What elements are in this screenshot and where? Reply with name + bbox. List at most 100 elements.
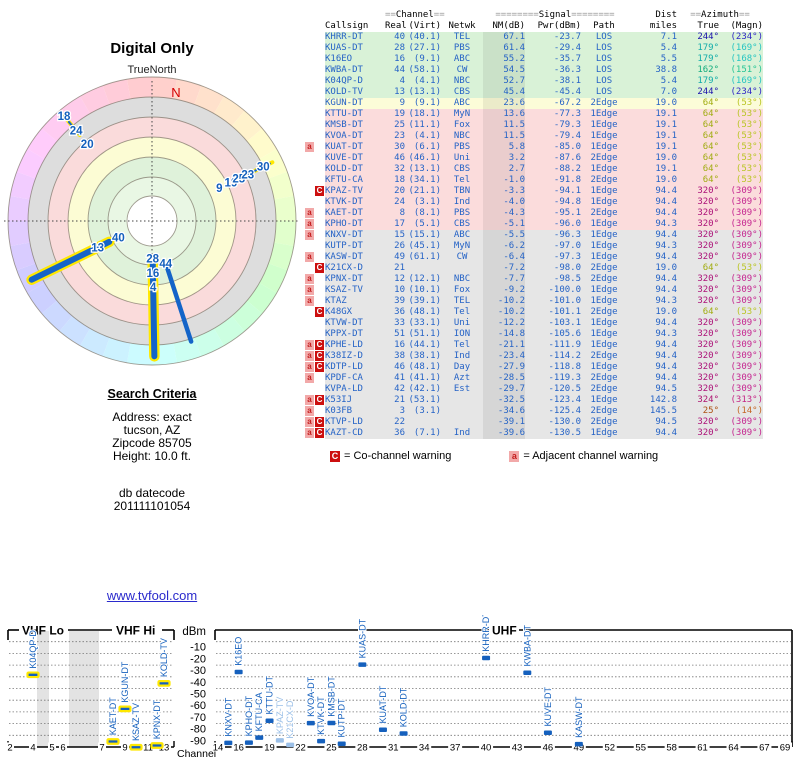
channel-tick-label: 46 <box>543 743 554 754</box>
bar-callsign-label: KFTU-CA <box>254 692 264 731</box>
co-channel-warning-icon: C <box>315 307 324 317</box>
table-row: KOLD-DT 32 (13.1) CBS 2.7 -88.2 1Edge 19.1 64° (5… <box>305 163 785 176</box>
table-row: a C K53IJ 21 (53.1) -32.5 -123.4 1Edge 142.8 324°… <box>305 394 785 407</box>
adjacent-channel-warning-icon: a <box>305 285 314 295</box>
channel-tick-label: 34 <box>419 743 430 754</box>
channel-label: 44 <box>159 258 172 270</box>
signal-bar <box>286 742 295 748</box>
table-row: KWBA-DT 44 (58.1) CW 54.5 -36.3 LOS 38.8 162° (15… <box>305 64 785 77</box>
tick-label-bg <box>293 742 308 752</box>
table-row: a KPDF-CA 41 (41.1) Azt -28.5 -119.3 2Edge 94.4 3… <box>305 372 785 385</box>
tick-label-bg <box>98 742 106 752</box>
warning-gutter: a <box>305 406 325 417</box>
channel-label: 28 <box>146 253 159 265</box>
table-row: C K48GX 36 (48.1) Tel -10.2 -101.1 2Edge 19.0 64°… <box>305 306 785 319</box>
table-row: KVOA-DT 23 (4.1) NBC 11.5 -79.4 1Edge 19.1 64° (5… <box>305 130 785 143</box>
co-channel-warning-icon <box>315 175 324 185</box>
adjacent-channel-warning-icon <box>305 175 314 185</box>
co-channel-warning-icon <box>315 197 324 207</box>
bar-callsign-label: KMSB-DT <box>326 676 336 717</box>
signal-bar <box>129 743 143 751</box>
table-row: KFTU-CA 18 (34.1) Tel -1.0 -91.8 2Edge 19.0 64°(… <box>305 174 785 187</box>
channel-label: 9 <box>216 183 222 195</box>
co-channel-warning-icon: C <box>315 263 324 273</box>
adjacent-channel-warning-icon <box>305 263 314 273</box>
table-row: KPPX-DT 51 (51.1) ION -14.8 -105.6 1Edge 94.3 32… <box>305 328 785 341</box>
table-row: KHRR-DT 40 (40.1) TEL 67.1 -23.7 LOS 7.1 244° (23… <box>305 31 785 44</box>
warning-gutter <box>305 241 325 252</box>
co-channel-warning-icon <box>315 153 324 163</box>
co-channel-warning-icon <box>315 252 324 262</box>
signal-bar <box>118 705 132 713</box>
tick-label-bg <box>726 742 741 752</box>
signal-bar <box>157 680 171 687</box>
signal-bar <box>224 740 233 746</box>
tick-label-bg <box>324 742 339 752</box>
adjacent-channel-warning-icon: a <box>305 428 314 438</box>
adjacent-channel-warning-icon <box>305 87 314 97</box>
table-row: KUTP-DT 26 (45.1) MyN -6.2 -97.0 1Edge 94.3 320°… <box>305 240 785 253</box>
tick-label-bg <box>540 742 555 752</box>
co-channel-legend-text: = Co-channel warning <box>344 450 452 462</box>
adjacent-channel-warning-icon: a <box>305 406 314 416</box>
co-channel-warning-icon <box>315 230 324 240</box>
spoke-line <box>233 161 274 182</box>
bar-callsign-label: KASW-DT <box>574 696 584 738</box>
table-row: C KPAZ-TV 20 (21.1) TBN -3.3 -94.1 1Edge 94.4 320… <box>305 185 785 198</box>
tick-label-bg <box>509 742 524 752</box>
co-channel-warning-icon: C <box>330 450 340 462</box>
table-row: a KPHO-DT 17 (5.1) CBS -5.1 -96.0 1Edge 94.3 320°… <box>305 218 785 231</box>
signal-bar <box>543 730 552 735</box>
co-channel-warning-icon <box>315 241 324 251</box>
adjacent-channel-warning-icon <box>305 384 314 394</box>
adjacent-channel-warning-icon <box>305 318 314 328</box>
bar-callsign-label: KNXV-DT <box>223 697 233 737</box>
uhf-label: UHF <box>492 624 517 638</box>
warning-gutter: a <box>305 230 325 241</box>
channel-tick-label: 7 <box>99 743 104 754</box>
channel-tick-label: 11 <box>143 743 153 754</box>
co-channel-warning-icon: C <box>315 428 324 438</box>
tick-label-bg <box>48 742 56 752</box>
bar-callsign-label: KTTU-DT <box>265 675 275 714</box>
table-row: a KNXV-DT 15 (15.1) ABC -5.5 -96.3 1Edge 94.4 320… <box>305 229 785 242</box>
signal-bar <box>234 669 243 675</box>
table-row: KTVW-DT 33 (33.1) Uni -12.2 -103.1 1Edge 94.4 32… <box>305 317 785 330</box>
db-datecode-label: db datecode <box>118 486 186 500</box>
adjacent-channel-warning-icon <box>305 164 314 174</box>
bar-callsign-label: KOLD-DT <box>399 687 409 727</box>
warning-gutter <box>305 175 325 186</box>
table-row: a KSAZ-TV 10 (10.1) Fox -9.2 -100.0 1Edge 94.4 32… <box>305 284 785 297</box>
spoke-line <box>149 261 158 360</box>
table-row: a KTAZ 39 (39.1) TEL -10.2 -101.0 1Edge 94.3 320°… <box>305 295 785 308</box>
signal-bar <box>306 720 315 726</box>
link-wrap: www.tvfool.com <box>2 588 302 603</box>
table-legend: C = Co-channel warning a = Adjacent chan… <box>330 450 800 462</box>
co-channel-warning-icon: C <box>315 340 324 350</box>
warning-gutter: a <box>305 219 325 230</box>
channel-tick-label: 2 <box>7 743 12 754</box>
search-address-line: Address: exact <box>112 410 192 424</box>
co-channel-warning-icon <box>315 406 324 416</box>
adjacent-channel-warning-icon <box>305 241 314 251</box>
bar-callsign-label: KPHO-DT <box>244 695 254 736</box>
signal-bar <box>378 727 387 732</box>
warning-gutter <box>305 197 325 208</box>
channel-tick-label: 22 <box>295 743 306 754</box>
table-row: KMSB-DT 25 (11.1) Fox 11.5 -79.3 1Edge 19.1 64°(… <box>305 119 785 132</box>
dbm-tick-label: -80 <box>190 724 206 736</box>
channel-tick-label: 58 <box>666 743 677 754</box>
channel-tick-label: 67 <box>759 743 770 754</box>
adjacent-channel-warning-icon <box>305 307 314 317</box>
warning-gutter: C <box>305 186 325 197</box>
search-height-line: Height: 10.0 ft. <box>112 449 192 463</box>
adjacent-channel-legend: a = Adjacent channel warning <box>509 450 658 462</box>
co-channel-warning-icon <box>315 384 324 394</box>
tvfool-link[interactable]: www.tvfool.com <box>106 588 198 603</box>
channel-tick-label: 61 <box>697 743 708 754</box>
warning-gutter: C <box>305 263 325 274</box>
spoke-line <box>63 115 81 136</box>
bar-callsign-label: KTVK-DT <box>316 696 326 735</box>
table-row: KOLD-TV 13 (13.1) CBS 45.4 -45.4 LOS 7.0 244° (23… <box>305 86 785 99</box>
adjacent-channel-warning-icon: a <box>305 296 314 306</box>
